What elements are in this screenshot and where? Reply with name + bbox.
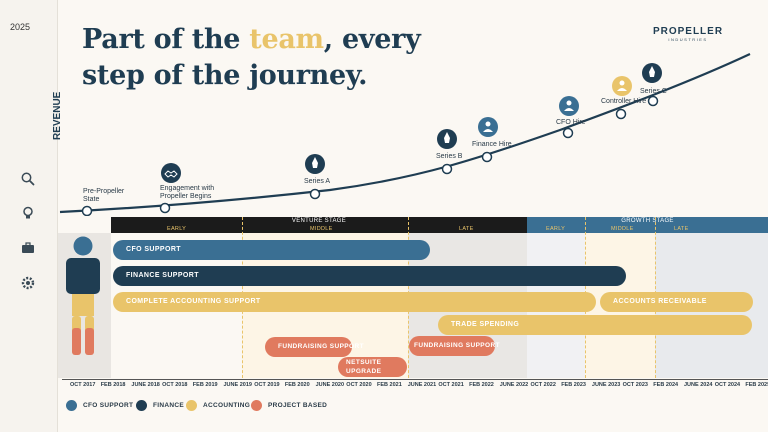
rocket-icon: [305, 154, 325, 174]
accounting-support-bar[interactable]: COMPLETE ACCOUNTING SUPPORT: [113, 292, 596, 312]
legend-swatch: [136, 399, 147, 411]
x-axis-tick-label: OCT 2021: [438, 382, 464, 388]
netsuite-upgrade-bar[interactable]: NETSUITE UPGRADE: [338, 357, 407, 377]
rocket-icon: [642, 63, 662, 83]
x-axis-tick-label: OCT 2023: [622, 382, 648, 388]
milestone-dot[interactable]: [562, 127, 574, 139]
lightbulb-icon[interactable]: [20, 205, 36, 221]
stage-sub-label: LATE: [674, 226, 689, 232]
brand-logo: PROPELLER INDUSTRIES: [652, 26, 724, 42]
brand-sub: INDUSTRIES: [668, 37, 708, 42]
stage-sub-label: EARLY: [167, 226, 187, 232]
milestone-label: CFO Hire: [556, 119, 586, 126]
title-part1: Part of the: [82, 24, 250, 55]
fundraising-support-bar[interactable]: FUNDRAISING SUPPORT: [265, 337, 364, 357]
person-icon: [559, 96, 579, 116]
x-axis-tick-label: JUNE 2019: [223, 382, 252, 388]
x-axis-tick-label: JUNE 2021: [407, 382, 437, 388]
fundraising-support-bar[interactable]: FUNDRAISING SUPPORT: [409, 336, 500, 356]
x-axis-tick-label: OCT 2017: [70, 382, 96, 388]
title-part2: , every: [323, 24, 421, 55]
accounts-receivable-bar[interactable]: ACCOUNTS RECEIVABLE: [600, 292, 753, 312]
revenue-curve: [59, 53, 751, 214]
brand-name: PROPELLER: [652, 26, 724, 37]
x-axis-tick-label: FEB 2021: [377, 382, 402, 388]
milestone-dot[interactable]: [615, 108, 627, 120]
x-axis-tick-label: JUNE 2024: [684, 382, 713, 388]
gear-icon[interactable]: [20, 275, 36, 291]
milestone-label: Pre-Propeller State: [83, 188, 125, 203]
sidebar: 2025: [0, 0, 58, 432]
x-axis-tick-label: FEB 2023: [561, 382, 586, 388]
x-axis-tick-label: OCT 2022: [530, 382, 556, 388]
search-icon[interactable]: [20, 171, 36, 187]
x-axis-tick-label: FEB 2022: [469, 382, 494, 388]
handshake-icon: [161, 163, 181, 183]
x-axis-tick-label: JUNE 2018: [131, 382, 160, 388]
milestone-label: Series A: [304, 178, 331, 185]
x-axis: [62, 379, 768, 380]
x-axis-tick-label: FEB 2018: [100, 382, 126, 388]
legend-label: PROJECT BASED: [268, 401, 328, 409]
milestone-dot[interactable]: [81, 205, 93, 216]
year-label: 2025: [10, 22, 31, 32]
milestone-dot[interactable]: [481, 151, 493, 163]
venture-stage-header: VENTURE STAGE: [111, 217, 527, 233]
title-line2: step of the journey.: [82, 60, 368, 91]
legend-label: ACCOUNTING: [203, 401, 251, 409]
legend-swatch: [251, 399, 262, 411]
x-axis-tick-label: OCT 2018: [162, 382, 188, 388]
milestone-label: Controller Hire: [601, 98, 647, 105]
legend-label: CFO SUPPORT: [83, 401, 134, 409]
milestone-dot[interactable]: [159, 202, 171, 214]
x-axis-tick-label: FEB 2020: [284, 382, 310, 388]
x-axis-tick-label: JUNE 2022: [499, 382, 529, 388]
legend-item: CFO SUPPORT: [66, 399, 133, 411]
revenue-curve-chart: [59, 53, 751, 216]
milestone-dot[interactable]: [441, 163, 453, 175]
x-axis-tick-label: FEB 2025: [745, 382, 768, 388]
person-icon: [478, 117, 498, 137]
milestone-dot[interactable]: [309, 188, 321, 200]
stage-sub-label: MIDDLE: [611, 226, 634, 232]
stage-sub-label: LATE: [459, 226, 474, 232]
briefcase-icon[interactable]: [20, 240, 36, 256]
milestone-dot[interactable]: [647, 95, 659, 107]
x-axis-tick-label: JUNE 2023: [591, 382, 621, 388]
x-axis-tick-label: FEB 2024: [653, 382, 679, 388]
legend-item: FINANCE: [136, 399, 184, 411]
cfo-support-bar[interactable]: CFO SUPPORT: [113, 240, 430, 260]
x-axis-tick-label: OCT 2020: [346, 382, 372, 388]
milestone-dots: [81, 95, 659, 216]
x-axis-tick-label: JUNE 2020: [315, 382, 345, 388]
x-axis-tick-label: FEB 2019: [192, 382, 218, 388]
person-icon: [612, 76, 632, 96]
finance-support-bar[interactable]: FINANCE SUPPORT: [113, 266, 626, 286]
growth-stage-header: GROWTH STAGE: [527, 217, 768, 233]
rocket-icon: [437, 129, 457, 149]
legend-label: FINANCE: [153, 401, 184, 409]
page-title: Part of the team, every step of the jour…: [82, 22, 421, 94]
x-axis-tick-label: OCT 2019: [254, 382, 280, 388]
trade-spending-bar[interactable]: TRADE SPENDING: [438, 315, 752, 335]
legend-swatch: [66, 399, 77, 411]
x-axis-tick-label: OCT 2024: [714, 382, 741, 388]
title-accent: team: [249, 24, 324, 55]
milestone-label: Series C: [640, 88, 667, 95]
legend-item: ACCOUNTING: [186, 399, 250, 411]
person-figure-icon: [66, 236, 100, 355]
stage-sub-label: MIDDLE: [310, 226, 333, 232]
milestone-label: Engagement with Propeller Begins: [160, 185, 215, 200]
legend-item: PROJECT BASED: [251, 399, 327, 411]
stage-sub-label: EARLY: [546, 226, 566, 232]
milestone-label: Series B: [436, 153, 463, 160]
milestone-label: Finance Hire: [472, 141, 512, 148]
legend-swatch: [186, 399, 197, 411]
